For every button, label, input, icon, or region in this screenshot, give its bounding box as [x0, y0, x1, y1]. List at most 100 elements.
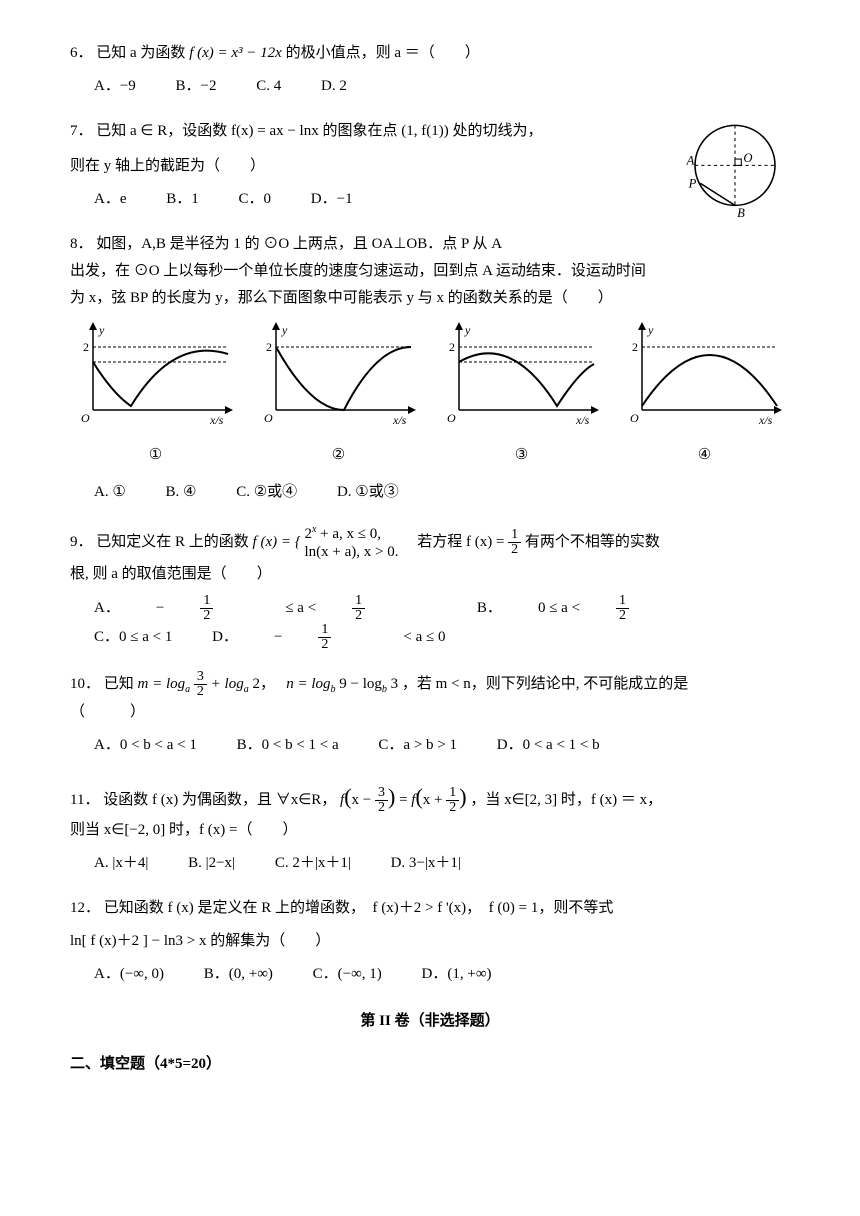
label-O: O — [743, 151, 752, 165]
q11-optC: C. 2＋|x＋1| — [275, 850, 351, 877]
q8-optB: B. ④ — [166, 479, 197, 506]
q11-num: 11． — [70, 792, 99, 808]
q9-optA: A．−12 ≤ a < 12 — [94, 594, 437, 623]
graph-3: 2y Ox/s ③ — [436, 322, 607, 469]
q11-optA: A. |x＋4| — [94, 850, 148, 877]
q7-optB: B．1 — [166, 186, 199, 213]
q8-text3: 为 x，弦 BP 的长度为 y，那么下面图象中可能表示 y 与 x 的函数关系的… — [70, 290, 613, 306]
label-B: B — [737, 206, 745, 218]
q10-text1: 已知 — [104, 676, 138, 692]
q6-num: 6． — [70, 45, 93, 61]
q12-num: 12． — [70, 900, 100, 916]
svg-text:y: y — [281, 323, 288, 337]
q12-optB: B．(0, +∞) — [204, 961, 273, 988]
q12-text2: ln[ f (x)＋2 ] − ln3 > x 的解集为（ ） — [70, 928, 790, 955]
q9-optB: B．0 ≤ a < 12 — [477, 594, 701, 623]
q10-optC: C．a > b > 1 — [378, 732, 457, 759]
q8-text2: 出发，在 ⊙O 上以每秒一个单位长度的速度匀速运动，回到点 A 运动结束．设运动… — [70, 263, 646, 279]
svg-text:2: 2 — [266, 340, 272, 354]
q12-optC: C．(−∞, 1) — [313, 961, 382, 988]
q10-optD: D．0 < a < 1 < b — [497, 732, 600, 759]
q7-text1: 已知 a ∈ R，设函数 f(x) = ax − lnx 的图象在点 (1, f… — [96, 123, 542, 139]
q9-case2: ln(x + a), x > 0. — [304, 544, 398, 560]
q7-optA: A．e — [94, 186, 127, 213]
q6-func: f (x) = x³ − 12x — [189, 45, 282, 61]
question-12: 12． 已知函数 f (x) 是定义在 R 上的增函数， f (x)＋2 > f… — [70, 895, 790, 988]
q8-options: A. ① B. ④ C. ②或④ D. ①或③ — [70, 479, 790, 506]
circle-diagram: A O P B — [680, 118, 790, 218]
q9-options: A．−12 ≤ a < 12 B．0 ≤ a < 12 C．0 ≤ a < 1 … — [70, 594, 790, 652]
q9-text1: 已知定义在 R 上的函数 — [96, 534, 252, 550]
svg-text:O: O — [630, 411, 639, 425]
graph-label-1: ① — [70, 442, 241, 469]
svg-text:O: O — [81, 411, 90, 425]
label-P: P — [688, 176, 697, 190]
q10-num: 10． — [70, 676, 100, 692]
q11-optB: B. |2−x| — [188, 850, 235, 877]
q6-post: 的极小值点，则 a ＝（ ） — [286, 45, 480, 61]
svg-text:2: 2 — [449, 340, 455, 354]
q8-text1: 如图，A,B 是半径为 1 的 ⊙O 上两点，且 OA⊥OB．点 P 从 A — [96, 236, 502, 252]
q10-text2: ，若 m < n，则下列结论中, 不可能成立的是 — [402, 676, 688, 692]
svg-text:y: y — [464, 323, 471, 337]
q8-optD: D. ①或③ — [337, 479, 399, 506]
q11-text2: ，当 x∈[2, 3] 时，f (x) ＝ x， — [470, 792, 662, 808]
q9-case1b: + a, x ≤ 0, — [316, 526, 381, 542]
part2-title: 第 II 卷（非选择题） — [70, 1008, 790, 1035]
q9-text3: 有两个不相等的实数 — [525, 534, 660, 550]
svg-text:y: y — [98, 323, 105, 337]
svg-text:y: y — [647, 323, 654, 337]
q9-case1a: 2 — [304, 526, 312, 542]
q10-optA: A．0 < b < a < 1 — [94, 732, 197, 759]
question-6: 6． 已知 a 为函数 f (x) = x³ − 12x 的极小值点，则 a ＝… — [70, 40, 790, 100]
q8-optC: C. ②或④ — [236, 479, 297, 506]
svg-text:O: O — [447, 411, 456, 425]
svg-text:x/s: x/s — [209, 413, 224, 427]
q11-optD: D. 3−|x＋1| — [391, 850, 461, 877]
graph-row: 2yOx/s① 2yOx/s② 2yOx/s③ 2yOx/s④ — [70, 322, 790, 469]
graph-1: 2y Ox/s ① — [70, 322, 241, 469]
q11-options: A. |x＋4| B. |2−x| C. 2＋|x＋1| D. 3−|x＋1| — [70, 850, 790, 877]
fill-head: 二、填空题（4*5=20） — [70, 1051, 790, 1078]
q9-optC: C．0 ≤ a < 1 — [94, 624, 172, 651]
q9-text2: 若方程 — [402, 534, 466, 550]
svg-text:2: 2 — [632, 340, 638, 354]
q10-paren: （ ） — [70, 699, 790, 726]
q11-text1: 设函数 f (x) 为偶函数，且 ∀x∈R， — [103, 792, 336, 808]
graph-4: 2y Ox/s ④ — [619, 322, 790, 469]
graph-label-4: ④ — [619, 442, 790, 469]
q9-num: 9． — [70, 534, 93, 550]
q11-text3: 则当 x∈[−2, 0] 时，f (x) =（ ） — [70, 817, 790, 844]
q9-optD: D．−12 < a ≤ 0 — [212, 623, 481, 652]
q9-fx: f (x) = { — [253, 534, 301, 550]
question-9: 9． 已知定义在 R 上的函数 f (x) = { 2x + a, x ≤ 0,… — [70, 524, 790, 652]
q6-optC: C. 4 — [256, 73, 281, 100]
q9-text4: 根, 则 a 的取值范围是（ ） — [70, 561, 790, 588]
q12-options: A．(−∞, 0) B．(0, +∞) C．(−∞, 1) D．(1, +∞) — [70, 961, 790, 988]
q6-optA: A．−9 — [94, 73, 136, 100]
q7-num: 7． — [70, 123, 93, 139]
q7-optD: D．−1 — [311, 186, 353, 213]
svg-text:x/s: x/s — [392, 413, 407, 427]
q12-optA: A．(−∞, 0) — [94, 961, 164, 988]
q10-optB: B．0 < b < 1 < a — [237, 732, 339, 759]
question-10: 10． 已知 m = loga 32 + loga 2， n = logb 9 … — [70, 670, 790, 759]
svg-text:x/s: x/s — [758, 413, 773, 427]
graph-label-2: ② — [253, 442, 424, 469]
q6-optD: D. 2 — [321, 73, 347, 100]
svg-text:2: 2 — [83, 340, 89, 354]
q12-text1: 已知函数 f (x) 是定义在 R 上的增函数， f (x)＋2 > f '(x… — [104, 900, 614, 916]
q8-optA: A. ① — [94, 479, 126, 506]
q9-eqlhs: f (x) = — [466, 534, 508, 550]
question-11: 11． 设函数 f (x) 为偶函数，且 ∀x∈R， f(x − 32) = f… — [70, 777, 790, 877]
graph-label-3: ③ — [436, 442, 607, 469]
label-A: A — [686, 153, 695, 167]
q7-optC: C．0 — [239, 186, 272, 213]
graph-2: 2yOx/s② — [253, 322, 424, 469]
q6-pre: 已知 a 为函数 — [96, 45, 189, 61]
q6-options: A．−9 B．−2 C. 4 D. 2 — [70, 73, 790, 100]
q12-optD: D．(1, +∞) — [422, 961, 492, 988]
q10-options: A．0 < b < a < 1 B．0 < b < 1 < a C．a > b … — [70, 732, 790, 759]
question-8: 8． 如图，A,B 是半径为 1 的 ⊙O 上两点，且 OA⊥OB．点 P 从 … — [70, 231, 790, 506]
svg-text:x/s: x/s — [575, 413, 590, 427]
